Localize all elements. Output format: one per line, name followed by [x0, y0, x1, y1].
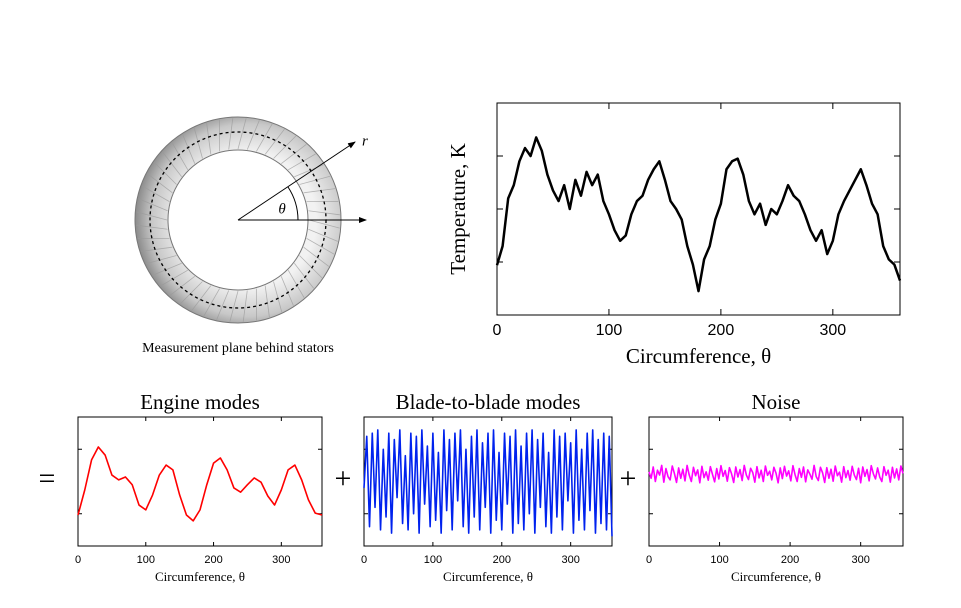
- blade: [308, 219, 340, 229]
- blade: [273, 281, 283, 313]
- blade: [216, 290, 230, 320]
- operator: +: [620, 462, 637, 495]
- plot-frame: [77, 416, 323, 547]
- blade: [206, 122, 212, 155]
- blade: [152, 262, 182, 276]
- blade: [287, 270, 305, 298]
- blade: [229, 290, 239, 322]
- blade: [280, 276, 294, 306]
- data-line: [495, 136, 902, 293]
- blade: [145, 255, 177, 265]
- stator-blades: [136, 118, 340, 322]
- operator: =: [39, 462, 56, 495]
- blade: [299, 175, 331, 185]
- blade: [308, 210, 340, 216]
- blade: [138, 198, 168, 212]
- x-tick-label: 0: [493, 322, 502, 339]
- blade: [193, 127, 203, 159]
- blade: [303, 188, 336, 194]
- x-axis-label: Circumference, θ: [626, 344, 771, 368]
- chart-title: Engine modes: [140, 390, 260, 414]
- blade: [306, 238, 335, 255]
- x-tick-label: 200: [493, 554, 511, 566]
- blade: [140, 246, 173, 252]
- y-axis-label: Temperature, K: [446, 143, 470, 274]
- blade: [146, 173, 173, 194]
- x-axis-label: Circumference, θ: [155, 569, 245, 584]
- blade: [228, 118, 234, 150]
- blade: [303, 246, 330, 267]
- x-axis-label: Circumference, θ: [731, 569, 821, 584]
- operator: +: [335, 462, 352, 495]
- blade: [136, 211, 168, 221]
- x-tick-label: 300: [561, 554, 579, 566]
- plot-frame: [648, 416, 904, 547]
- x-tick-label: 0: [646, 554, 652, 566]
- blade: [191, 285, 212, 312]
- x-tick-label: 100: [137, 554, 155, 566]
- blade: [256, 123, 273, 152]
- blade: [141, 185, 170, 202]
- chart-title: Blade-to-blade modes: [396, 390, 581, 414]
- blade: [288, 153, 316, 171]
- annulus-diagram: r θ Measurement plane behind stators: [134, 116, 368, 356]
- data-line: [77, 446, 323, 522]
- caption: Measurement plane behind stators: [142, 341, 334, 356]
- blade: [161, 151, 182, 178]
- x-tick-label: 100: [596, 322, 623, 339]
- theta-label: θ: [278, 201, 286, 217]
- blade: [160, 269, 188, 287]
- blade: [246, 120, 260, 150]
- stator-ring: [134, 116, 342, 324]
- blade: [169, 276, 196, 297]
- x-tick-label: 0: [75, 554, 81, 566]
- blade: [242, 290, 248, 322]
- blade: [179, 281, 203, 305]
- blade: [280, 143, 307, 164]
- x-tick-label: 300: [272, 554, 290, 566]
- r-label: r: [362, 133, 368, 149]
- blade: [171, 142, 189, 170]
- blade: [264, 128, 285, 155]
- x-tick-label: 300: [851, 554, 869, 566]
- angle-arc: [287, 186, 299, 221]
- radius-arrow: [237, 141, 356, 221]
- blade: [299, 255, 323, 279]
- blade: [264, 285, 270, 318]
- x-tick-label: 300: [819, 322, 846, 339]
- x-tick-label: 0: [361, 554, 367, 566]
- x-tick-label: 100: [424, 554, 442, 566]
- blade: [273, 135, 297, 159]
- chart-title: Noise: [752, 390, 801, 414]
- blade: [308, 228, 338, 242]
- data-line: [648, 464, 904, 484]
- blade: [182, 134, 196, 164]
- data-line: [363, 429, 613, 537]
- x-tick-label: 200: [204, 554, 222, 566]
- x-tick-label: 200: [781, 554, 799, 566]
- x-tick-label: 200: [708, 322, 735, 339]
- blade: [153, 161, 177, 185]
- blade: [294, 262, 315, 289]
- x-tick-label: 100: [710, 554, 728, 566]
- blade: [203, 288, 220, 317]
- blade: [136, 224, 168, 230]
- x-axis-label: Circumference, θ: [443, 569, 533, 584]
- blade: [237, 118, 247, 150]
